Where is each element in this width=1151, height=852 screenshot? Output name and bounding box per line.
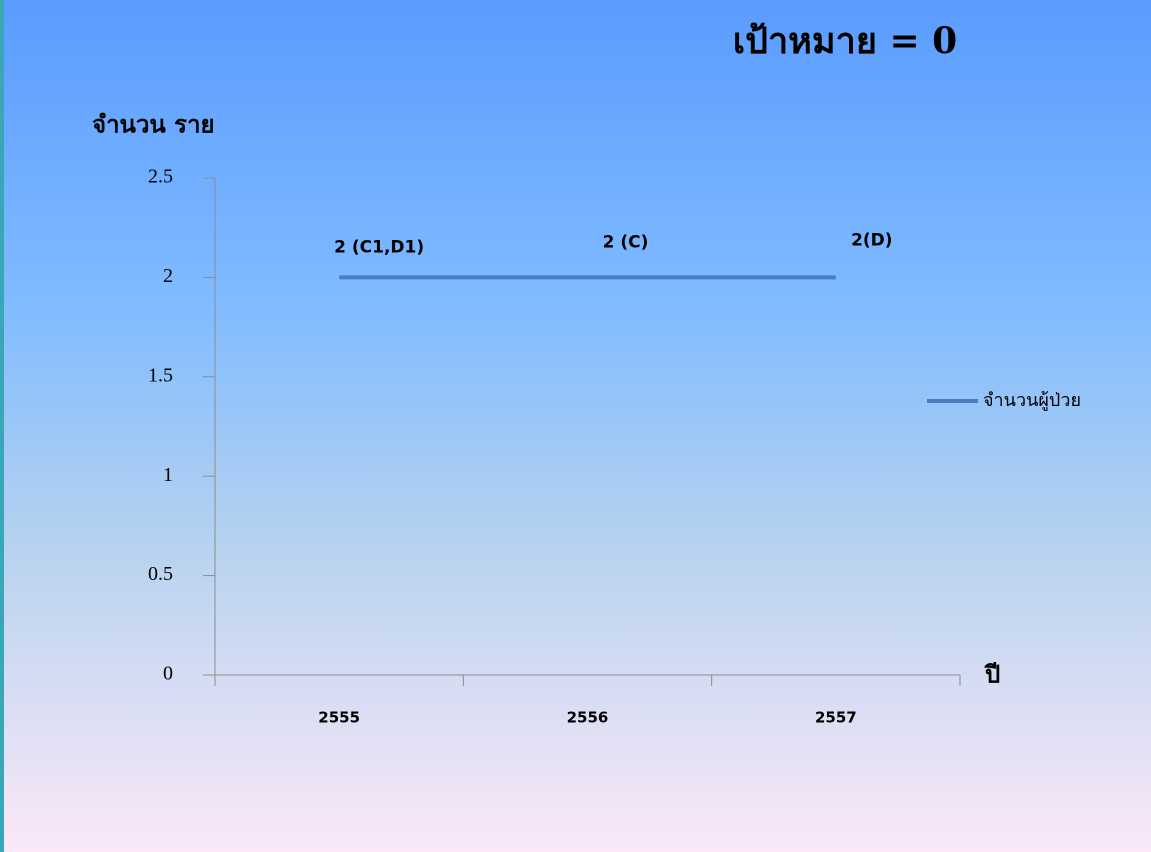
legend-label: จำนวนผู้ป่วย <box>983 390 1081 411</box>
y-tick-label: 0 <box>163 663 173 685</box>
y-tick-label: 2.5 <box>148 166 173 188</box>
y-tick-label: 1.5 <box>148 364 173 386</box>
x-tick-label: 2556 <box>567 709 609 727</box>
x-tick-label: 2555 <box>318 709 360 727</box>
data-label: 2 (C) <box>603 232 649 252</box>
x-tick-label: 2557 <box>815 709 857 727</box>
data-label: 2 (C1,D1) <box>334 237 424 257</box>
y-tick-label: 0.5 <box>148 563 173 585</box>
x-axis-title: ปี <box>984 660 1000 689</box>
chart-title: เป้าหมาย = 0 <box>733 20 957 62</box>
y-tick-label: 1 <box>163 464 173 486</box>
y-axis-title: จำนวน ราย <box>92 110 215 139</box>
y-tick-label: 2 <box>163 265 173 287</box>
data-label: 2(D) <box>851 230 892 250</box>
slide-edge <box>0 0 4 852</box>
